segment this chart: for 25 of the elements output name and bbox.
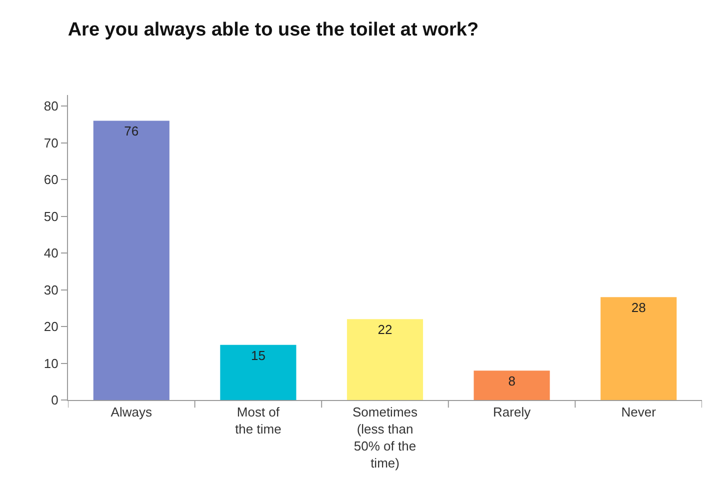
y-tick-label: 30 (44, 282, 58, 298)
y-tick-label: 40 (44, 246, 58, 261)
y-tick-label: 60 (44, 172, 58, 188)
bar (474, 370, 550, 400)
data-label: 15 (250, 348, 266, 363)
y-tick-label: 50 (44, 208, 58, 224)
y-tick-label: 80 (44, 98, 58, 114)
data-label: 76 (124, 124, 139, 139)
bar (600, 297, 677, 400)
y-tick-label: 70 (44, 135, 58, 150)
x-tick-label: Rarely (493, 404, 532, 420)
y-tick-label: 10 (44, 356, 58, 371)
x-tick-label: Never (621, 404, 657, 420)
bar (346, 319, 424, 400)
bar (220, 344, 296, 400)
bar (93, 120, 170, 400)
x-tick-label: Always (110, 404, 152, 420)
y-tick-label: 20 (44, 319, 58, 334)
x-tick-label: Sometimes (less than 50% of the time) (352, 404, 418, 470)
data-label: 28 (631, 300, 646, 316)
data-label: 8 (508, 374, 516, 389)
y-tick-label: 0 (51, 392, 58, 408)
x-tick-label: Most of the time (235, 404, 282, 436)
chart-title: Are you always able to use the toilet at work? (68, 19, 479, 40)
data-label: 22 (378, 322, 392, 338)
